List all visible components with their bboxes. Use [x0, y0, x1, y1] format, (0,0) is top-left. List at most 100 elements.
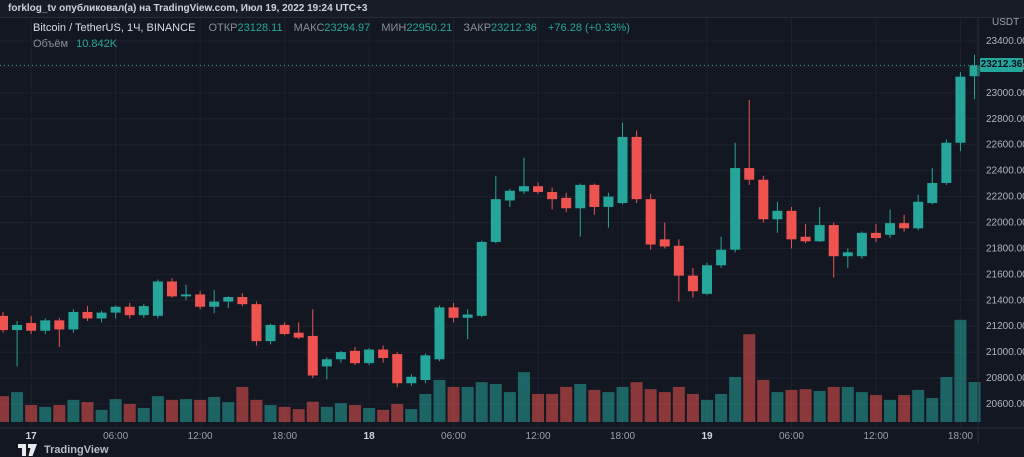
candle-body [251, 304, 262, 342]
volume-bar [123, 403, 136, 422]
volume-bar [855, 392, 868, 422]
candle-body [54, 320, 65, 330]
volume-bar [0, 396, 9, 422]
candle-body [645, 199, 656, 245]
candle-body [406, 376, 417, 384]
volume-bar [503, 392, 516, 422]
volume-bar [53, 405, 66, 422]
symbol-title[interactable]: Bitcoin / TetherUS, 1Ч, BINANCE [33, 22, 196, 34]
candle-body [659, 239, 670, 247]
volume-bar [658, 392, 671, 422]
time-axis-label: 12:00 [863, 431, 888, 442]
price-axis-label: 21000.00 [986, 347, 1024, 358]
volume-bar [405, 409, 418, 422]
price-axis-label: 22600.00 [986, 140, 1024, 151]
low-value: 22950.21 [406, 22, 453, 34]
volume-bar [208, 396, 221, 422]
candle-body [589, 184, 600, 207]
candle-body [307, 335, 318, 376]
volume-bar [25, 405, 38, 422]
time-axis-label: 18:00 [610, 431, 635, 442]
volume-bar [391, 403, 404, 422]
candle-body [603, 196, 614, 207]
volume-bar [194, 399, 207, 422]
candle-body [927, 182, 938, 204]
time-axis-label: 19 [701, 431, 713, 442]
price-axis-label: 21600.00 [986, 269, 1024, 280]
candle-body [138, 306, 149, 316]
volume-bar [109, 399, 122, 422]
volume-bar [912, 389, 925, 422]
candle-body [68, 311, 79, 330]
candle-body [758, 179, 769, 220]
volume-bar [644, 389, 657, 422]
candle-body [181, 294, 192, 297]
tradingview-brand-text[interactable]: TradingView [44, 443, 109, 456]
volume-bar [278, 406, 291, 422]
candle-body [96, 312, 107, 319]
volume-bar [180, 399, 193, 422]
time-axis-label: 18 [364, 431, 376, 442]
candle-body [744, 168, 755, 180]
time-axis-label: 18:00 [272, 431, 297, 442]
candle-body [575, 184, 586, 209]
axis-currency-label: USDT [992, 17, 1020, 28]
price-axis-label: 22200.00 [986, 192, 1024, 203]
volume-bar [137, 407, 150, 422]
candle-body [730, 168, 741, 250]
volume-bar [715, 393, 728, 422]
time-axis-label: 06:00 [103, 431, 128, 442]
candle-body [504, 190, 515, 201]
volume-bar [771, 392, 784, 422]
volume-label: Объём [33, 38, 69, 50]
volume-bar [377, 409, 390, 422]
legend-row-symbol: Bitcoin / TetherUS, 1Ч, BINANCE ОТКР2312… [33, 21, 630, 35]
tradingview-logo-icon[interactable] [18, 443, 38, 456]
volume-bar [95, 409, 108, 422]
price-axis-label: 22000.00 [986, 217, 1024, 228]
volume-bar [11, 392, 24, 422]
volume-bar [701, 399, 713, 422]
volume-bar [475, 382, 488, 422]
volume-bar [672, 386, 685, 422]
volume-bar [729, 376, 742, 422]
volume-bar [532, 393, 545, 422]
candle-body [265, 324, 276, 342]
volume-bar [574, 383, 587, 422]
candle-body [195, 294, 206, 307]
price-axis-label: 21200.00 [986, 321, 1024, 332]
high-value: 23294.97 [324, 22, 371, 34]
candle-body [26, 322, 37, 331]
volume-value: 10.842K [76, 38, 118, 50]
volume-bar [489, 383, 502, 422]
candle-body [870, 232, 881, 239]
candle-body [561, 197, 572, 209]
close-label: ЗАКР [463, 22, 492, 34]
volume-bar [799, 389, 812, 422]
candle-body [166, 281, 177, 297]
candle-body [420, 355, 431, 381]
volume-bar [954, 319, 967, 422]
candle-body [209, 301, 220, 307]
candle-body [152, 281, 163, 316]
volume-bar [320, 406, 333, 422]
volume-bar [334, 403, 347, 422]
volume-bar [461, 386, 474, 422]
time-axis-label: 12:00 [188, 431, 213, 442]
candle-body [321, 359, 332, 367]
volume-bar [349, 405, 361, 422]
footer-bar: TradingView [0, 442, 1024, 457]
candle-body [772, 210, 783, 220]
candle-body [800, 236, 811, 242]
candle-body [617, 136, 628, 204]
price-axis-label: 22800.00 [986, 114, 1024, 125]
candle-body [110, 306, 121, 313]
attribution-bar: forklog_tv опубликовал(а) на TradingView… [0, 0, 1024, 18]
candle-body [687, 275, 698, 292]
price-axis-label: 20600.00 [986, 399, 1024, 410]
volume-bar [940, 376, 953, 422]
volume-bar [630, 382, 643, 422]
candle-body [518, 186, 529, 192]
